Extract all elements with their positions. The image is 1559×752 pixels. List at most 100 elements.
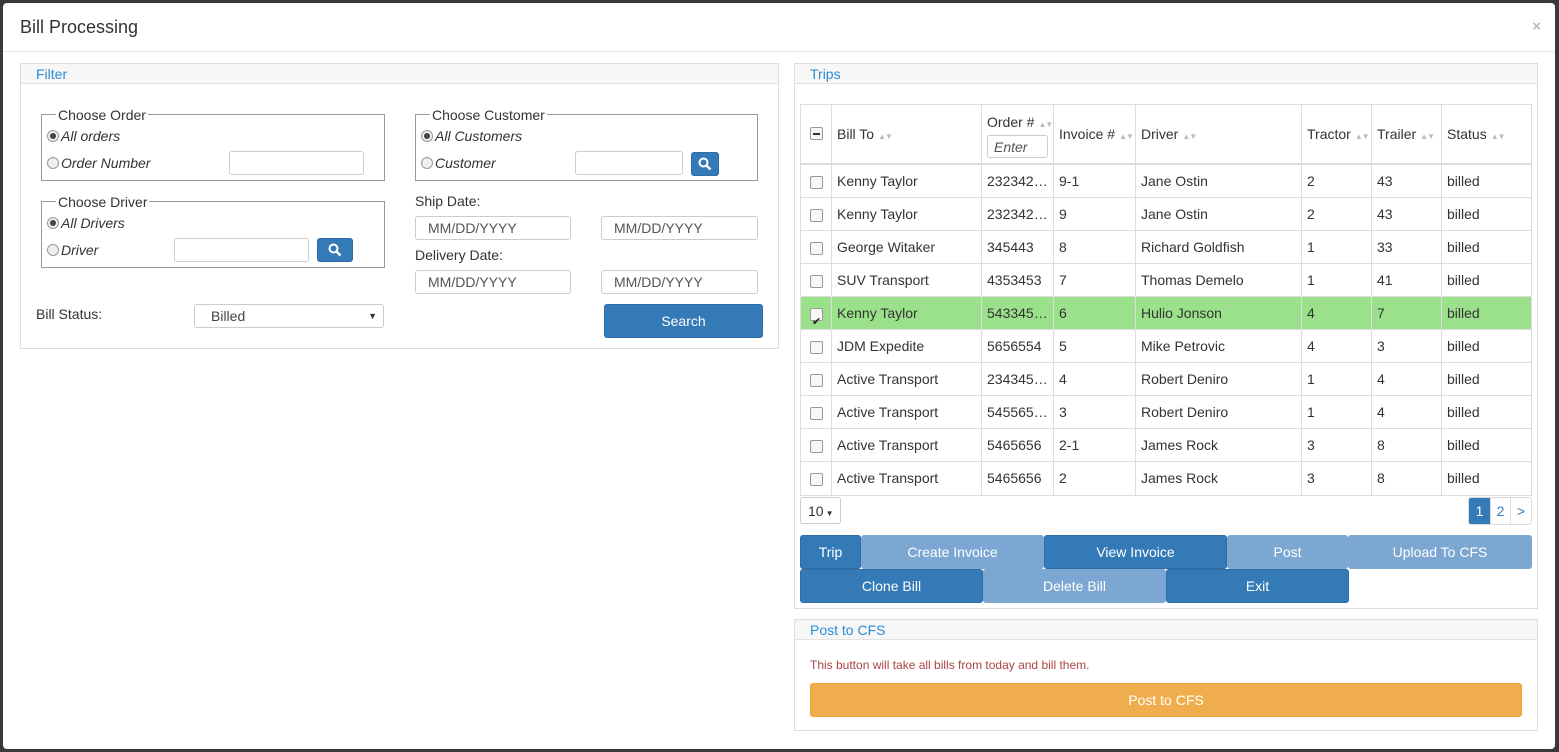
row-checkbox[interactable] <box>810 274 823 288</box>
sort-icon[interactable]: ▲▼ <box>1119 132 1134 141</box>
invoice-column-header[interactable]: Invoice # ▲▼ <box>1054 105 1136 163</box>
table-row[interactable]: JDM Expedite 5656554 5 Mike Petrovic 4 3 bille… <box>801 330 1531 363</box>
trips-panel: Trips Bill To▲▼ Order #▲▼ Invoice #▲▼ Dr… <box>794 63 1538 609</box>
cell-order: 5656554 <box>982 330 1054 362</box>
customer-search-button[interactable] <box>691 152 719 176</box>
table-row[interactable]: Active Transport 5465656 2 James Rock 3 8 bill… <box>801 462 1531 495</box>
trip-button[interactable]: Trip <box>800 535 861 569</box>
sort-icon[interactable]: ▲▼ <box>1038 120 1053 129</box>
exit-button[interactable]: Exit <box>1166 569 1349 603</box>
delete-bill-button[interactable]: Delete Bill <box>983 569 1166 603</box>
sort-icon[interactable]: ▲▼ <box>1490 132 1506 141</box>
tractor-column-header[interactable]: Tractor ▲▼ <box>1302 105 1372 163</box>
close-icon[interactable]: × <box>1532 18 1541 35</box>
customer-input[interactable] <box>575 151 683 175</box>
trailer-column-header[interactable]: Trailer ▲▼ <box>1372 105 1442 163</box>
all-drivers-option[interactable]: All Drivers <box>47 215 125 231</box>
choose-order-group: Choose Order All orders Order Number <box>41 107 385 181</box>
table-row[interactable]: Active Transport 545565… 3 Robert Deniro 1 4 b… <box>801 396 1531 429</box>
delivery-date-from-input[interactable] <box>415 270 571 294</box>
driver-search-button[interactable] <box>317 238 353 262</box>
bill-to-column-header[interactable]: Bill To ▲▼ <box>832 105 982 163</box>
cell-invoice: 6 <box>1054 297 1136 329</box>
status-column-header[interactable]: Status ▲▼ <box>1442 105 1531 163</box>
cell-invoice: 2-1 <box>1054 429 1136 461</box>
driver-option[interactable]: Driver <box>47 242 98 258</box>
row-checkbox[interactable] <box>810 373 823 387</box>
create-invoice-button[interactable]: Create Invoice <box>861 535 1044 569</box>
select-all-checkbox[interactable] <box>810 127 823 140</box>
table-row[interactable]: SUV Transport 4353453 7 Thomas Demelo 1 41 bil… <box>801 264 1531 297</box>
order-number-option[interactable]: Order Number <box>47 155 150 171</box>
delivery-date-to-input[interactable] <box>601 270 758 294</box>
driver-column-header[interactable]: Driver ▲▼ <box>1136 105 1302 163</box>
page-1-link[interactable]: 1 <box>1469 498 1490 524</box>
trips-table-header: Bill To▲▼ Order #▲▼ Invoice #▲▼ Driver▲▼… <box>801 105 1531 165</box>
page-2-link[interactable]: 2 <box>1490 498 1510 524</box>
driver-input[interactable] <box>174 238 309 262</box>
sort-icon[interactable]: ▲▼ <box>1420 132 1435 141</box>
cell-invoice: 7 <box>1054 264 1136 296</box>
cell-order: 345443 <box>982 231 1054 263</box>
row-checkbox[interactable] <box>810 439 823 453</box>
view-invoice-button[interactable]: View Invoice <box>1044 535 1227 569</box>
cell-bill-to: Active Transport <box>832 363 982 395</box>
row-select-cell <box>801 165 832 197</box>
sort-icon[interactable]: ▲▼ <box>878 132 893 141</box>
row-checkbox[interactable] <box>810 340 823 354</box>
cell-bill-to: Active Transport <box>832 429 982 461</box>
table-row[interactable]: Kenny Taylor 232342… 9 Jane Ostin 2 43 billed <box>801 198 1531 231</box>
clone-bill-button[interactable]: Clone Bill <box>800 569 983 603</box>
cell-driver: Mike Petrovic <box>1136 330 1302 362</box>
cell-tractor: 1 <box>1302 396 1372 428</box>
table-row[interactable]: Active Transport 5465656 2-1 James Rock 3 8 bi… <box>801 429 1531 462</box>
post-to-cfs-panel: Post to CFS This button will take all bi… <box>794 619 1538 731</box>
driver-radio[interactable] <box>47 244 59 256</box>
row-checkbox[interactable] <box>810 208 823 222</box>
page-size-select[interactable]: 10 ▼ <box>800 497 841 524</box>
status-header-label: Status <box>1447 126 1487 142</box>
row-select-cell <box>801 429 832 461</box>
table-row[interactable]: George Witaker 345443 8 Richard Goldfish 1 33… <box>801 231 1531 264</box>
row-checkbox[interactable] <box>810 306 823 329</box>
cell-driver: Jane Ostin <box>1136 165 1302 197</box>
cell-tractor: 3 <box>1302 462 1372 495</box>
cell-trailer: 43 <box>1372 198 1442 230</box>
order-column-header[interactable]: Order # ▲▼ <box>982 105 1054 163</box>
row-checkbox[interactable] <box>810 241 823 255</box>
table-row[interactable]: Kenny Taylor 232342… 9-1 Jane Ostin 2 43 bille… <box>801 165 1531 198</box>
cell-order: 4353453 <box>982 264 1054 296</box>
row-checkbox[interactable] <box>810 406 823 420</box>
bill-status-select[interactable]: Billed ▼ <box>194 304 384 328</box>
order-filter-input[interactable] <box>987 135 1048 158</box>
ship-date-from-input[interactable] <box>415 216 571 240</box>
row-select-cell <box>801 363 832 395</box>
ship-date-to-input[interactable] <box>601 216 758 240</box>
all-drivers-radio[interactable] <box>47 217 59 229</box>
all-customers-radio[interactable] <box>421 130 433 142</box>
row-checkbox[interactable] <box>810 175 823 189</box>
order-number-input[interactable] <box>229 151 364 175</box>
cell-trailer: 33 <box>1372 231 1442 263</box>
all-orders-option[interactable]: All orders <box>47 128 120 144</box>
post-to-cfs-button[interactable]: Post to CFS <box>810 683 1522 717</box>
sort-icon[interactable]: ▲▼ <box>1182 132 1197 141</box>
modal-header: Bill Processing × <box>3 3 1555 52</box>
table-row[interactable]: Active Transport 234345… 4 Robert Deniro 1 4 b… <box>801 363 1531 396</box>
search-button[interactable]: Search <box>604 304 763 338</box>
row-checkbox[interactable] <box>810 472 823 486</box>
customer-radio[interactable] <box>421 157 433 169</box>
all-customers-option[interactable]: All Customers <box>421 128 522 144</box>
all-orders-radio[interactable] <box>47 130 59 142</box>
upload-to-cfs-button[interactable]: Upload To CFS <box>1348 535 1532 569</box>
cell-order: 5465656 <box>982 429 1054 461</box>
post-to-cfs-note: This button will take all bills from tod… <box>810 658 1090 672</box>
next-page-link[interactable]: > <box>1510 498 1531 524</box>
sort-icon[interactable]: ▲▼ <box>1354 132 1370 141</box>
cell-tractor: 1 <box>1302 264 1372 296</box>
order-number-radio[interactable] <box>47 157 59 169</box>
post-button[interactable]: Post <box>1227 535 1348 569</box>
bill-to-header-label: Bill To <box>837 126 875 142</box>
customer-option[interactable]: Customer <box>421 155 496 171</box>
